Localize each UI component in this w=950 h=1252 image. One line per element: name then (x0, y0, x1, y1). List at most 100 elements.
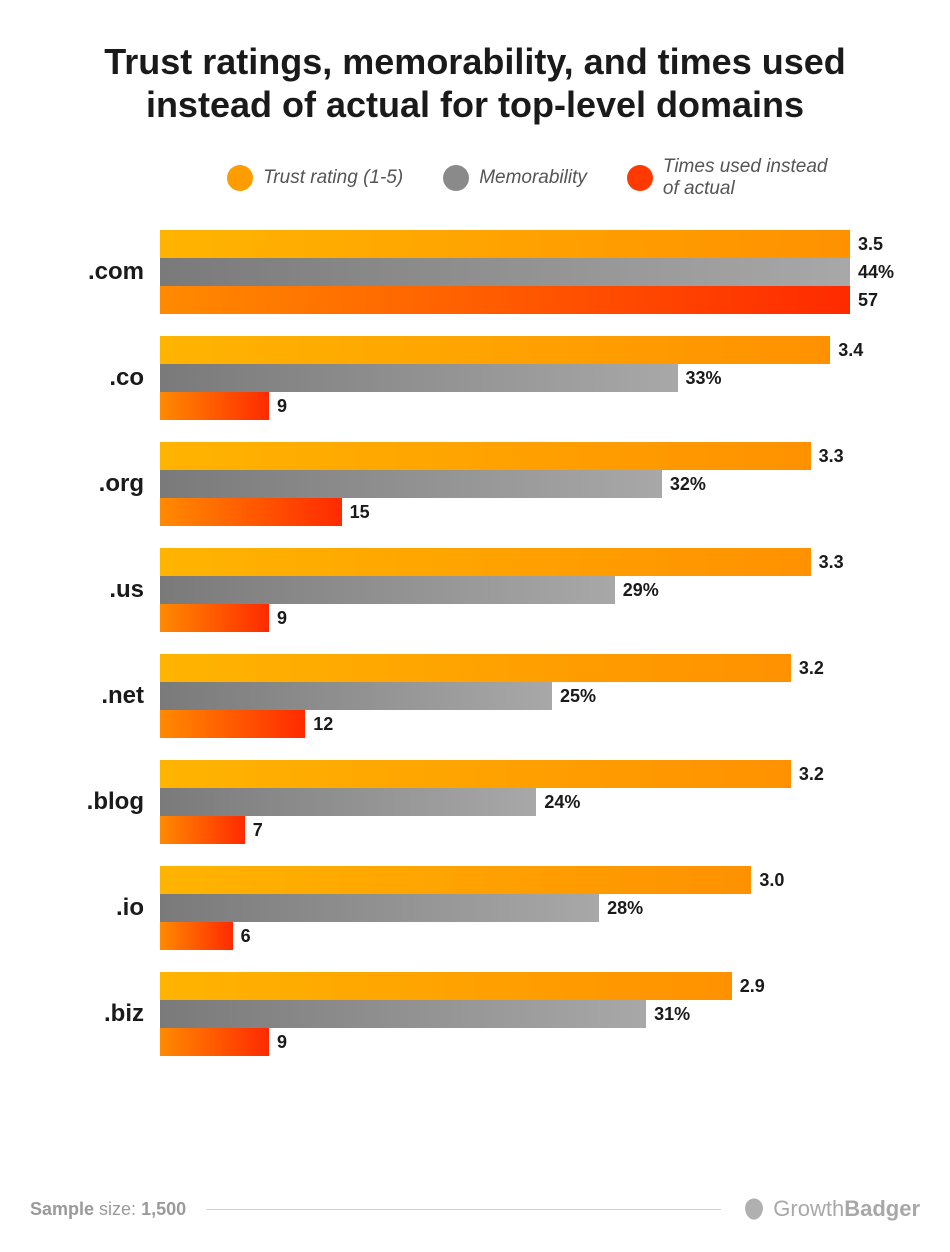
domain-label: .blog (30, 788, 160, 816)
bar-wrap-memo: 25% (160, 682, 920, 710)
chart-row: .org 3.3 32% 15 (30, 442, 920, 526)
bar-wrap-times: 9 (160, 1028, 920, 1056)
bar-trust (160, 442, 811, 470)
bar-value-memo: 32% (670, 474, 706, 495)
bar-value-memo: 24% (544, 792, 580, 813)
bar-value-trust: 3.5 (858, 234, 883, 255)
bar-times (160, 604, 269, 632)
brand-logo: GrowthBadger (741, 1196, 920, 1222)
bar-value-memo: 44% (858, 262, 894, 283)
legend-label-trust: Trust rating (1-5) (263, 167, 403, 189)
bar-value-trust: 3.4 (838, 340, 863, 361)
bar-wrap-memo: 31% (160, 1000, 920, 1028)
bar-value-trust: 3.2 (799, 764, 824, 785)
legend-item-times: Times used instead of actual (627, 156, 843, 200)
bar-wrap-times: 12 (160, 710, 920, 738)
bar-value-times: 15 (350, 502, 370, 523)
bar-wrap-memo: 29% (160, 576, 920, 604)
bar-wrap-times: 57 (160, 286, 920, 314)
chart-row: .blog 3.2 24% 7 (30, 760, 920, 844)
bar-wrap-trust: 3.4 (160, 336, 920, 364)
footer: Sample size: 1,500 GrowthBadger (30, 1196, 920, 1222)
bar-memo (160, 894, 599, 922)
chart-row: .co3.433%9 (30, 336, 920, 420)
legend-item-trust: Trust rating (1-5) (227, 165, 403, 191)
bar-wrap-memo: 33% (160, 364, 920, 392)
legend: Trust rating (1-5) Memorability Times us… (150, 156, 920, 200)
domain-label: .net (30, 682, 160, 710)
footer-divider (206, 1209, 721, 1210)
bar-wrap-memo: 24% (160, 788, 920, 816)
legend-swatch-times (627, 165, 653, 191)
bar-wrap-times: 6 (160, 922, 920, 950)
bar-value-trust: 2.9 (740, 976, 765, 997)
bar-value-times: 9 (277, 396, 287, 417)
chart-row: .us 3.3 29% 9 (30, 548, 920, 632)
badger-icon (741, 1196, 767, 1222)
bar-value-times: 7 (253, 820, 263, 841)
bar-value-times: 6 (241, 926, 251, 947)
bar-wrap-times: 9 (160, 392, 920, 420)
bar-times (160, 922, 233, 950)
bar-memo (160, 682, 552, 710)
bar-times (160, 286, 850, 314)
bar-value-times: 57 (858, 290, 878, 311)
bar-value-trust: 3.2 (799, 658, 824, 679)
bar-trust (160, 972, 732, 1000)
bar-group: 3.2 25% 12 (160, 654, 920, 738)
bar-value-memo: 28% (607, 898, 643, 919)
bar-group: 3.0 28% 6 (160, 866, 920, 950)
bar-wrap-memo: 44% (160, 258, 920, 286)
bar-memo (160, 1000, 646, 1028)
sample-size: Sample size: 1,500 (30, 1199, 186, 1220)
bar-memo (160, 788, 536, 816)
bar-group: 3.5 44% 57 (160, 230, 920, 314)
chart-row: .biz 2.9 31% 9 (30, 972, 920, 1056)
bar-value-trust: 3.3 (819, 446, 844, 467)
legend-label-times: Times used instead of actual (663, 156, 843, 200)
bar-value-times: 12 (313, 714, 333, 735)
bar-wrap-trust: 3.5 (160, 230, 920, 258)
domain-label: .us (30, 576, 160, 604)
bar-group: 3.2 24% 7 (160, 760, 920, 844)
bar-memo (160, 258, 850, 286)
legend-swatch-trust (227, 165, 253, 191)
bar-value-memo: 29% (623, 580, 659, 601)
bar-value-memo: 33% (686, 368, 722, 389)
bar-memo (160, 470, 662, 498)
bar-wrap-trust: 3.2 (160, 654, 920, 682)
chart-row: .io3.0 28% 6 (30, 866, 920, 950)
domain-label: .com (30, 258, 160, 286)
bar-group: 3.3 29% 9 (160, 548, 920, 632)
bar-wrap-memo: 28% (160, 894, 920, 922)
bar-wrap-times: 7 (160, 816, 920, 844)
legend-item-memo: Memorability (443, 165, 587, 191)
bar-times (160, 816, 245, 844)
domain-label: .org (30, 470, 160, 498)
brand-name: GrowthBadger (773, 1196, 920, 1222)
chart-row: .com 3.5 44% 57 (30, 230, 920, 314)
bar-trust (160, 866, 751, 894)
bar-wrap-times: 15 (160, 498, 920, 526)
domain-label: .io (30, 894, 160, 922)
bar-value-times: 9 (277, 608, 287, 629)
bar-wrap-trust: 3.3 (160, 442, 920, 470)
bar-wrap-times: 9 (160, 604, 920, 632)
bar-value-memo: 31% (654, 1004, 690, 1025)
bar-trust (160, 230, 850, 258)
bar-value-trust: 3.3 (819, 552, 844, 573)
chart-title: Trust ratings, memorability, and times u… (30, 40, 920, 126)
bar-memo (160, 576, 615, 604)
bar-value-times: 9 (277, 1032, 287, 1053)
bar-wrap-trust: 3.3 (160, 548, 920, 576)
bar-times (160, 498, 342, 526)
bar-trust (160, 548, 811, 576)
bar-chart: .com3.544%57.co3.433%9.org3.332%15.us3.3… (30, 230, 920, 1056)
bar-trust (160, 336, 830, 364)
bar-times (160, 1028, 269, 1056)
bar-times (160, 392, 269, 420)
bar-wrap-trust: 3.0 (160, 866, 920, 894)
bar-trust (160, 654, 791, 682)
domain-label: .biz (30, 1000, 160, 1028)
chart-row: .net 3.2 25% 12 (30, 654, 920, 738)
